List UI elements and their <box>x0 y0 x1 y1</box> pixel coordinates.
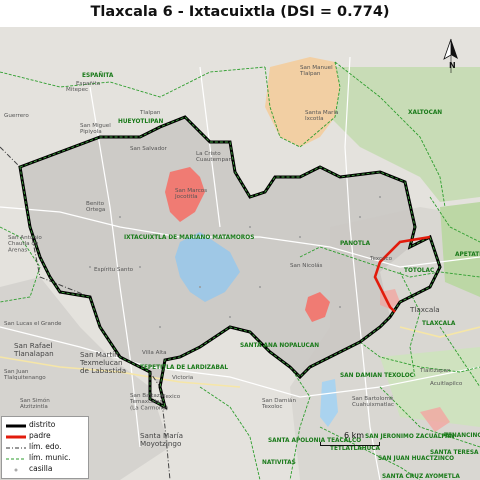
label-totolac: TOTOLAC <box>404 268 434 274</box>
town-tlaxcala-center <box>380 289 400 309</box>
place-arenas: San Antonio Chautla de Arenas <box>8 235 42 253</box>
label-tepetitla: TEPETITLA DE LARDIZABAL <box>140 365 228 371</box>
label-santa-teresa: SANTA TERESA <box>430 450 479 456</box>
water-body <box>175 232 240 302</box>
map-legend: distrito padre lím. edo. lím. munic. casilla <box>1 416 89 479</box>
town-panotla <box>305 292 330 322</box>
place-bartolome: San Bartolomé Cuahuixmatlac <box>352 395 394 408</box>
label-mexico: mexico <box>160 394 181 400</box>
legend-item-casilla: casilla <box>2 464 88 474</box>
legend-symbol <box>6 435 26 439</box>
map-frame[interactable]: ESPAÑITA HUEYOTLIPAN XALTOCAN IXTACUIXTL… <box>0 27 480 480</box>
scale-line <box>320 442 380 446</box>
district-border-inner <box>19 116 441 408</box>
legend-item-lmedo: lím. edo. <box>2 442 88 452</box>
legend-label: lím. edo. <box>29 442 62 451</box>
label-tlaxcala: TLAXCALA <box>422 321 456 327</box>
place-villa-alta: Villa Alta <box>142 350 167 356</box>
legend-item-lmmunic: lím. munic. <box>2 453 88 463</box>
place-rafael: San Rafael Tlanalapan <box>13 341 54 358</box>
town-san-marcos <box>165 167 205 222</box>
municipality-hueyotlipan-fill <box>265 57 340 147</box>
place-juan-tlal: San Juan Tlalquitenango <box>3 369 46 381</box>
place-acuitlapilco: Acuitlapilco <box>430 381 463 387</box>
label-xaltocan: XALTOCAN <box>408 110 442 116</box>
map-canvas[interactable]: ESPAÑITA HUEYOTLIPAN XALTOCAN IXTACUIXTL… <box>0 27 480 480</box>
label-apetatitlan: APETATI... <box>455 252 480 258</box>
water-small <box>320 379 338 427</box>
place-damian-t: San Damián Texoloc <box>261 397 296 410</box>
label-zacualpan: SAN JERONIMO ZACUALPAN <box>365 434 455 440</box>
place-espanita: Españita <box>76 81 100 87</box>
label-huactzinco: SAN JUAN HUACTZINCO <box>378 456 454 462</box>
north-arrow-icon <box>443 38 458 73</box>
legend-symbol <box>6 447 26 449</box>
legend-symbol <box>6 424 26 428</box>
place-baltazar: San Baltazar Temaxcalac (La Carmona) <box>129 393 168 411</box>
scale-label: 6 km <box>344 431 365 440</box>
legend-label: lím. munic. <box>29 453 71 462</box>
label-nopalucan: SANTA ANA NOPALUCAN <box>240 343 319 349</box>
place-simon: San Simón Atzitzintla <box>20 397 50 410</box>
major-roads <box>0 326 480 388</box>
place-espiritu: Espíritu Santo <box>94 266 134 273</box>
place-nicolas: San Nicolás <box>290 262 323 269</box>
roads <box>0 56 480 480</box>
label-nativitas: NATIVITAS <box>262 460 296 466</box>
legend-symbol <box>14 468 18 472</box>
place-lucas: San Lucas el Grande <box>4 321 62 327</box>
north-arrow: N <box>436 37 466 81</box>
place-santa-maria: Santa María Ixcotla <box>305 109 338 122</box>
place-victoria: Victoria <box>172 375 193 381</box>
map-title: Tlaxcala 6 - Ixtacuixtla (DSI = 0.774) <box>90 4 390 20</box>
legend-label: casilla <box>29 464 53 473</box>
label-ixtacuixtla: IXTACUIXTLA DE MARIANO MATAMOROS <box>124 235 254 241</box>
label-hueyotlipan: HUEYOTLIPAN <box>118 119 163 125</box>
label-teacalco: SANTA APOLONIA TEACALCO <box>268 438 361 444</box>
label-espanita: ESPAÑITA <box>82 72 114 79</box>
scale-bar: 6 km <box>320 431 380 446</box>
place-guerrero: Guerrero <box>4 113 29 119</box>
place-tlaltizapan: Tlaltizapan <box>419 368 451 374</box>
label-tetlatlahuca: TETLATLAHUCA <box>330 446 381 452</box>
casilla-points <box>89 196 381 328</box>
place-moyotzingo: Santa María Moyotzingo <box>140 431 183 448</box>
place-martin: San Martín Texmelucan de Labastida <box>79 350 126 375</box>
place-texcoco: Texcoco <box>369 256 393 262</box>
legend-item-distrito: distrito <box>2 420 88 430</box>
municipal-boundaries <box>0 61 480 480</box>
place-mitepec: Mitepec <box>66 87 88 93</box>
town-southeast <box>420 407 450 432</box>
place-tlapan: Tlalpan <box>139 110 161 116</box>
legend-label: distrito <box>29 420 56 429</box>
parent-border <box>373 235 431 313</box>
label-ayometla: SANTA CRUZ AYOMETLA <box>382 474 460 480</box>
place-ortega: Benito Ortega <box>86 201 105 213</box>
place-miguel: San Miguel Pipiyola <box>80 123 111 135</box>
label-damian: SAN DAMIAN TEXOLOC <box>340 373 414 379</box>
place-cuauhtemoc: La Cristo Cuautempan <box>196 151 232 163</box>
legend-label: padre <box>29 431 51 440</box>
legend-item-padre: padre <box>2 431 88 441</box>
north-label: N <box>449 61 456 70</box>
label-panotla: PANOTLA <box>340 241 371 247</box>
label-tenancingo: TENANCINGO <box>444 433 480 439</box>
place-salvador: San Salvador <box>130 146 168 152</box>
forest-northeast <box>330 67 480 202</box>
forest-southeast <box>380 347 480 427</box>
place-manuel: San Manuel Tlalpan <box>299 65 333 77</box>
legend-symbol <box>6 458 26 460</box>
place-tlaxcala-city: Tlaxcala <box>409 305 440 314</box>
place-marcos: San Marcos Jocotitla <box>174 188 207 200</box>
